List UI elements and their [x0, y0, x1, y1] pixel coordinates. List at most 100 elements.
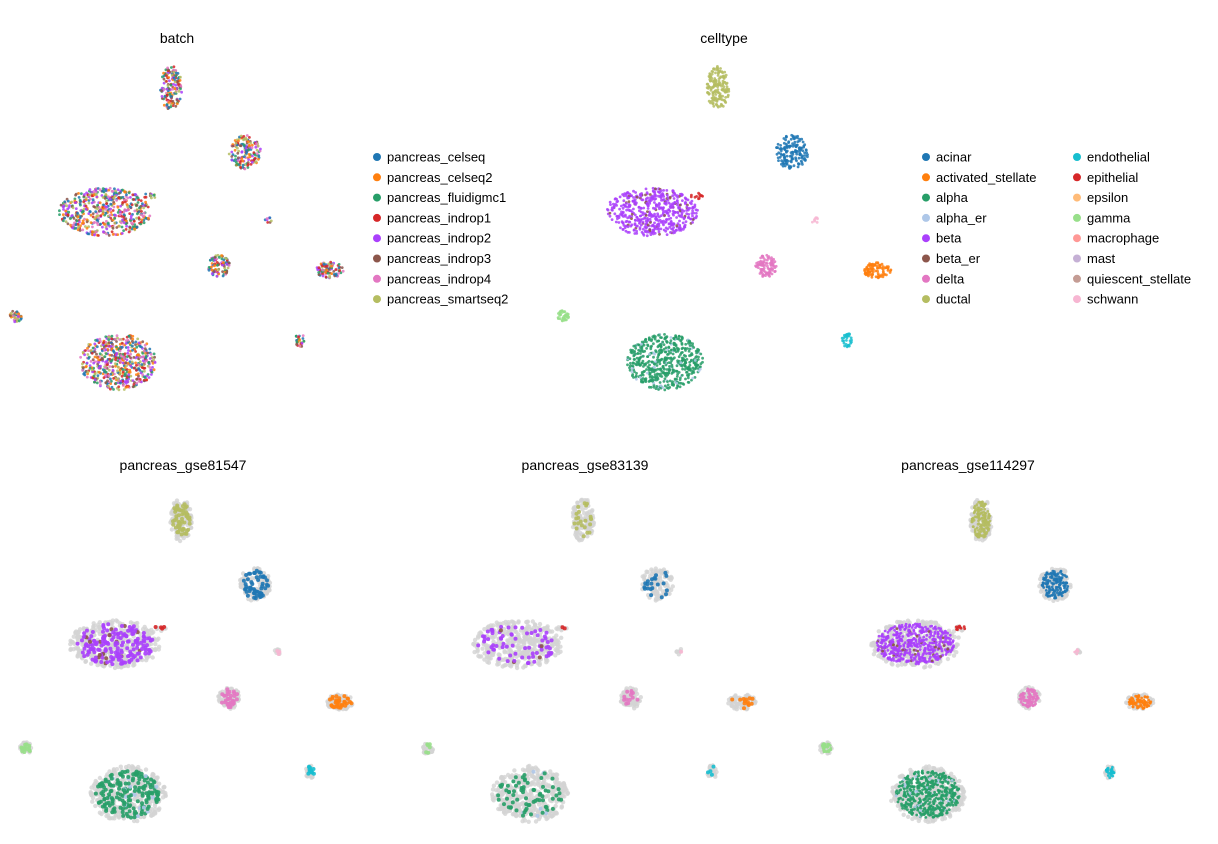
cell-point: [683, 364, 687, 368]
cell-point: [310, 770, 315, 775]
cell-point: [176, 513, 181, 518]
cell-point: [662, 343, 666, 346]
cell-point: [626, 191, 630, 195]
cell-point: [726, 95, 730, 99]
cell-point: [608, 211, 612, 215]
cell-point: [146, 351, 150, 355]
cell-point: [617, 221, 621, 224]
cell-point: [78, 229, 82, 232]
cell-point: [618, 195, 622, 199]
cell-point: [135, 377, 139, 381]
cell-point: [609, 203, 612, 207]
background-point: [155, 637, 160, 643]
cell-point: [171, 87, 175, 91]
cell-point: [137, 367, 141, 370]
cell-point: [108, 197, 112, 201]
cell-point: [631, 361, 635, 365]
cell-point: [102, 346, 106, 349]
cell-point: [148, 347, 152, 351]
cell-point: [688, 367, 692, 371]
cell-point: [162, 81, 166, 85]
cell-point: [657, 205, 661, 209]
panel-batch: batch pancreas_celseqpancreas_celseq2pan…: [8, 30, 508, 392]
cell-point: [103, 647, 108, 652]
cell-point: [646, 210, 649, 214]
cell-point: [117, 196, 120, 200]
cell-point: [668, 356, 671, 360]
cell-point: [790, 154, 793, 158]
cell-point: [107, 633, 112, 638]
cell-point: [96, 647, 101, 652]
cell-point: [83, 373, 87, 377]
cell-point: [658, 381, 662, 384]
cell-point: [645, 234, 649, 238]
legend-marker: [922, 234, 930, 243]
cell-point: [661, 208, 665, 212]
cell-point: [665, 340, 669, 344]
cell-point: [105, 219, 108, 223]
cell-point: [789, 165, 793, 169]
cell-point: [647, 199, 651, 203]
cell-point: [707, 87, 710, 90]
cell-point: [612, 202, 615, 206]
cell-point: [121, 660, 126, 665]
cell-point: [113, 213, 117, 217]
cell-point: [138, 206, 141, 210]
cell-point: [179, 84, 183, 88]
cell-point: [104, 366, 107, 370]
cell-point: [759, 259, 763, 263]
cell-point: [160, 95, 164, 98]
cell-point: [129, 374, 133, 378]
cell-point: [84, 204, 88, 208]
cell-point: [112, 388, 115, 391]
cell-point: [801, 149, 805, 153]
cell-point: [106, 221, 110, 225]
cell-point: [677, 335, 681, 338]
cell-point: [108, 646, 113, 651]
cell-point: [268, 216, 272, 220]
cell-point: [625, 219, 629, 223]
cell-point: [640, 348, 644, 352]
cell-point: [76, 222, 80, 226]
cell-point: [761, 260, 765, 263]
cell-point: [714, 93, 718, 96]
cell-point: [878, 263, 881, 267]
cell-point: [162, 77, 166, 81]
cell-point: [663, 384, 667, 388]
cell-point: [301, 337, 305, 340]
cell-point: [118, 372, 122, 376]
legend-label: acinar: [936, 150, 972, 165]
cell-point: [338, 269, 342, 272]
cell-point: [104, 381, 108, 385]
background-point: [118, 764, 124, 769]
cell-point: [133, 223, 137, 227]
cell-point: [665, 218, 668, 222]
cell-point: [108, 209, 112, 213]
cell-point: [617, 214, 621, 218]
cell-point: [776, 142, 780, 146]
cell-point: [670, 359, 673, 362]
cell-point: [126, 338, 130, 342]
cell-point: [675, 364, 679, 368]
cell-point: [252, 591, 257, 596]
cell-point: [321, 268, 325, 272]
legend-label: endothelial: [1087, 150, 1150, 165]
cell-point: [565, 318, 568, 322]
cell-point: [234, 141, 238, 145]
cell-point: [653, 225, 657, 228]
cell-point: [777, 159, 780, 163]
cell-point: [800, 156, 804, 160]
cell-point: [147, 361, 151, 365]
cell-point: [332, 270, 336, 273]
cell-point: [126, 355, 129, 358]
cell-point: [661, 206, 665, 210]
cell-point: [649, 233, 653, 237]
cell-point: [225, 257, 228, 260]
cell-point: [150, 196, 153, 200]
cell-point: [92, 638, 96, 643]
cell-point: [561, 319, 564, 323]
cell-point: [174, 71, 178, 75]
cell-point: [68, 204, 71, 207]
cell-point: [245, 593, 250, 598]
cell-point: [664, 358, 668, 362]
